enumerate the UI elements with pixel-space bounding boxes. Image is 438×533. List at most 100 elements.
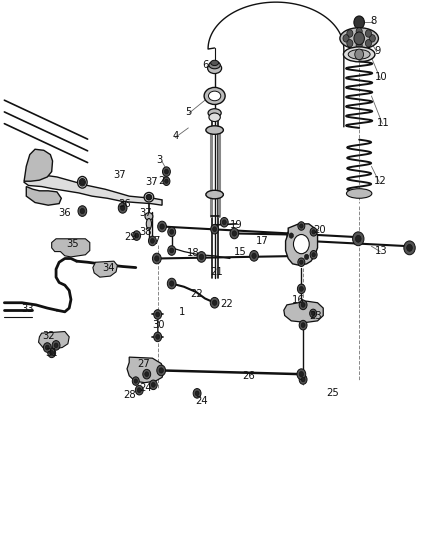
- Circle shape: [220, 217, 228, 227]
- Circle shape: [193, 389, 201, 398]
- Circle shape: [155, 256, 159, 261]
- Circle shape: [232, 231, 237, 236]
- Circle shape: [347, 39, 353, 47]
- Circle shape: [354, 32, 364, 45]
- Polygon shape: [52, 239, 90, 257]
- Circle shape: [52, 341, 60, 350]
- Ellipse shape: [145, 213, 153, 220]
- Ellipse shape: [79, 179, 85, 186]
- Circle shape: [230, 228, 239, 239]
- Circle shape: [152, 253, 161, 264]
- Circle shape: [222, 220, 226, 225]
- Text: 27: 27: [137, 359, 150, 368]
- Ellipse shape: [208, 109, 221, 117]
- Text: 24: 24: [139, 383, 152, 393]
- Circle shape: [157, 365, 166, 376]
- Ellipse shape: [209, 113, 220, 122]
- Circle shape: [163, 177, 170, 185]
- Text: 36: 36: [119, 199, 131, 208]
- Circle shape: [156, 335, 159, 340]
- Circle shape: [304, 254, 309, 260]
- Circle shape: [312, 253, 315, 257]
- Text: 28: 28: [123, 391, 135, 400]
- Circle shape: [310, 251, 317, 259]
- Polygon shape: [24, 149, 53, 181]
- Ellipse shape: [208, 63, 222, 74]
- Ellipse shape: [206, 126, 223, 134]
- Text: 16: 16: [291, 295, 304, 304]
- Circle shape: [199, 254, 204, 260]
- Text: 1: 1: [179, 307, 185, 317]
- Ellipse shape: [208, 91, 221, 101]
- Circle shape: [298, 222, 305, 230]
- Ellipse shape: [340, 28, 378, 49]
- Polygon shape: [39, 332, 69, 349]
- Text: 38: 38: [139, 227, 152, 237]
- Circle shape: [167, 278, 176, 289]
- Polygon shape: [127, 357, 164, 383]
- Text: 21: 21: [210, 267, 223, 277]
- Circle shape: [147, 195, 151, 200]
- Text: 30: 30: [152, 320, 165, 330]
- Circle shape: [365, 39, 371, 47]
- Circle shape: [369, 35, 375, 42]
- Circle shape: [160, 224, 164, 229]
- Ellipse shape: [209, 61, 220, 69]
- Circle shape: [355, 49, 364, 60]
- Text: 15: 15: [233, 247, 247, 256]
- Circle shape: [301, 377, 305, 382]
- Circle shape: [297, 284, 305, 294]
- Text: 22: 22: [190, 289, 203, 299]
- Text: 32: 32: [43, 331, 55, 341]
- Text: 5: 5: [185, 107, 191, 117]
- Circle shape: [168, 246, 176, 255]
- Circle shape: [354, 16, 364, 29]
- Polygon shape: [24, 175, 162, 205]
- Circle shape: [159, 368, 163, 373]
- Circle shape: [299, 320, 307, 330]
- Ellipse shape: [346, 189, 372, 198]
- Circle shape: [310, 228, 317, 236]
- Circle shape: [132, 377, 139, 385]
- Circle shape: [143, 369, 151, 379]
- Text: 4: 4: [172, 131, 178, 141]
- Circle shape: [289, 233, 293, 238]
- Ellipse shape: [144, 192, 154, 202]
- Circle shape: [299, 372, 304, 377]
- Text: 35: 35: [66, 239, 78, 249]
- Circle shape: [347, 30, 353, 37]
- Text: 11: 11: [377, 118, 390, 127]
- Circle shape: [404, 241, 415, 255]
- Circle shape: [300, 224, 303, 228]
- Circle shape: [293, 235, 309, 254]
- Text: 19: 19: [230, 220, 243, 230]
- Circle shape: [299, 300, 307, 310]
- Circle shape: [118, 203, 127, 213]
- Circle shape: [197, 252, 206, 262]
- Text: 2: 2: [158, 176, 164, 186]
- Text: 31: 31: [46, 348, 58, 358]
- Circle shape: [252, 253, 256, 259]
- Circle shape: [145, 372, 149, 376]
- Circle shape: [154, 332, 162, 342]
- Ellipse shape: [343, 47, 375, 62]
- Circle shape: [150, 239, 154, 243]
- Polygon shape: [284, 301, 323, 322]
- Text: 3: 3: [157, 155, 163, 165]
- Circle shape: [213, 227, 216, 232]
- Ellipse shape: [146, 219, 152, 229]
- Text: 6: 6: [203, 60, 209, 70]
- Ellipse shape: [204, 87, 225, 104]
- Circle shape: [154, 310, 162, 319]
- Text: 12: 12: [374, 176, 387, 186]
- Circle shape: [43, 343, 51, 352]
- Circle shape: [407, 244, 413, 251]
- Circle shape: [298, 258, 305, 266]
- Circle shape: [300, 260, 303, 264]
- Circle shape: [135, 385, 143, 395]
- Circle shape: [120, 205, 125, 211]
- Polygon shape: [26, 187, 61, 205]
- Circle shape: [164, 169, 168, 174]
- Circle shape: [287, 230, 296, 241]
- Circle shape: [165, 179, 168, 183]
